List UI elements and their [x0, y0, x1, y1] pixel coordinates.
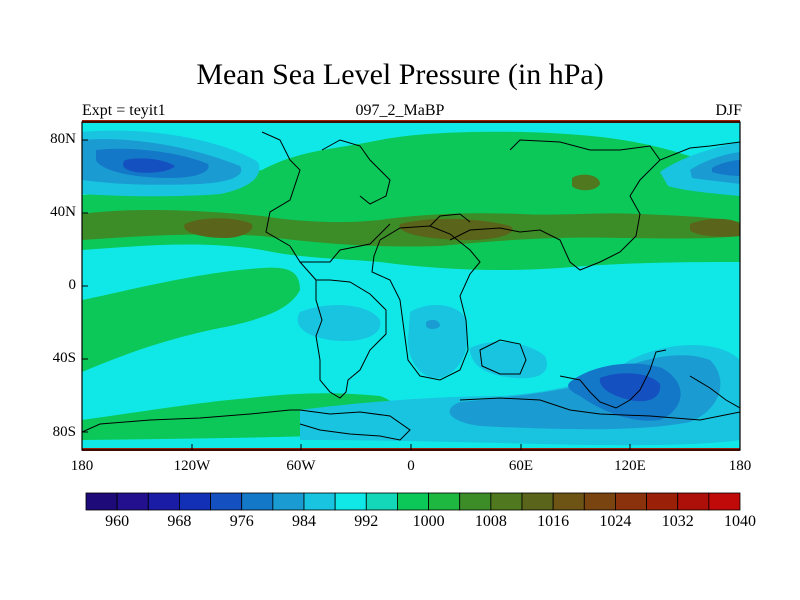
experiment-label: Expt = teyit1	[82, 102, 166, 119]
field-976-east	[712, 160, 740, 176]
colorbar-label: 1008	[474, 513, 507, 530]
lon-tick-label: 120W	[173, 458, 211, 474]
colorbar-swatch	[583, 492, 616, 511]
lon-tick-label: 0	[407, 458, 415, 474]
lon-tick-label: 60W	[286, 458, 316, 474]
field-992-south-america	[297, 305, 381, 342]
colorbar-swatch	[334, 492, 367, 511]
colorbar-swatch	[116, 492, 149, 511]
colorbar-swatch	[552, 492, 585, 511]
colorbar-label: 1000	[412, 513, 445, 530]
field-984-africa	[426, 319, 440, 329]
axis-ticks	[81, 139, 741, 450]
colorbar-label: 1016	[537, 513, 570, 530]
colorbar-swatch	[459, 492, 492, 511]
coastlines	[82, 131, 740, 441]
colorbar	[85, 492, 741, 511]
colorbar-label: 984	[292, 513, 316, 530]
lat-tick-label: 40N	[50, 204, 76, 220]
colorbar-swatch	[490, 492, 523, 511]
lon-tick-label: 60E	[508, 458, 534, 474]
colorbar-swatch	[365, 492, 398, 511]
colorbar-swatch	[85, 492, 118, 511]
colorbar-swatch	[521, 492, 554, 511]
field-1024-east	[690, 218, 740, 237]
colorbar-swatch	[615, 492, 647, 511]
colorbar-swatch	[303, 492, 336, 511]
colorbar-label: 976	[229, 513, 254, 530]
field-1008-asia	[520, 145, 660, 200]
colorbar-swatch	[646, 492, 679, 511]
field-992-africa	[408, 305, 468, 379]
colorbar-swatch	[708, 492, 741, 511]
colorbar-label: 1040	[724, 513, 756, 530]
lat-tick-label: 80N	[50, 131, 76, 147]
colorbar-swatch	[272, 492, 305, 511]
colorbar-label: 1024	[599, 513, 632, 530]
field-1024-pacific	[184, 218, 253, 238]
colorbar-swatch	[179, 492, 211, 511]
colorbar-swatch	[397, 492, 429, 511]
lat-tick-label: 40S	[52, 350, 76, 366]
season-label: DJF	[715, 102, 742, 119]
colorbar-label: 992	[354, 513, 379, 530]
field-1008-south-pacific	[82, 267, 300, 372]
lat-tick-label: 80S	[52, 424, 76, 440]
lat-tick-label: 0	[68, 277, 77, 293]
colorbar-label: 968	[167, 513, 192, 530]
colorbar-label: 960	[105, 513, 130, 530]
field-1024-asia	[399, 218, 513, 240]
colorbar-label: 1032	[661, 513, 694, 530]
colorbar-swatch	[241, 492, 274, 511]
colorbar-swatch	[147, 492, 180, 511]
lon-tick-label: 120E	[614, 458, 646, 474]
lon-tick-label: 180	[728, 458, 752, 474]
field-968-aleutian	[123, 158, 175, 173]
field-1016-spot	[572, 174, 600, 191]
colorbar-swatch	[210, 492, 243, 511]
colorbar-swatch	[428, 492, 461, 511]
colorbar-swatch	[677, 492, 710, 511]
plot-title: Mean Sea Level Pressure (in hPa)	[196, 58, 604, 91]
map-field	[82, 122, 740, 450]
run-label: 097_2_MaBP	[355, 102, 445, 119]
lon-tick-label: 180	[70, 458, 94, 474]
